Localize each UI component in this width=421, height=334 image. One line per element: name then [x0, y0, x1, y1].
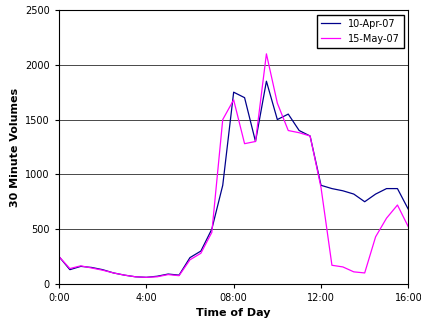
15-May-07	[384, 216, 389, 220]
Legend: 10-Apr-07, 15-May-07: 10-Apr-07, 15-May-07	[317, 15, 403, 47]
10-Apr-07	[395, 187, 400, 191]
10-Apr-07	[111, 271, 116, 275]
10-Apr-07	[406, 207, 411, 211]
X-axis label: Time of Day: Time of Day	[197, 309, 271, 319]
10-Apr-07	[89, 266, 94, 270]
15-May-07	[329, 263, 334, 267]
15-May-07	[417, 205, 421, 209]
15-May-07	[100, 268, 105, 272]
15-May-07	[187, 258, 192, 262]
10-Apr-07	[417, 191, 421, 195]
15-May-07	[155, 275, 160, 279]
10-Apr-07	[78, 265, 83, 269]
10-Apr-07	[165, 272, 171, 276]
15-May-07	[220, 118, 225, 122]
10-Apr-07	[329, 187, 334, 191]
Y-axis label: 30 Minute Volumes: 30 Minute Volumes	[10, 88, 20, 206]
10-Apr-07	[242, 96, 247, 100]
15-May-07	[297, 131, 302, 135]
15-May-07	[264, 52, 269, 56]
15-May-07	[89, 266, 94, 270]
15-May-07	[165, 273, 171, 277]
10-Apr-07	[297, 129, 302, 133]
10-Apr-07	[56, 255, 61, 259]
15-May-07	[275, 101, 280, 105]
10-Apr-07	[275, 118, 280, 122]
15-May-07	[122, 273, 127, 277]
15-May-07	[362, 271, 367, 275]
10-Apr-07	[318, 183, 323, 187]
10-Apr-07	[155, 274, 160, 278]
15-May-07	[176, 274, 181, 278]
Line: 15-May-07: 15-May-07	[59, 54, 421, 277]
10-Apr-07	[209, 227, 214, 231]
10-Apr-07	[67, 268, 72, 272]
10-Apr-07	[362, 200, 367, 204]
10-Apr-07	[220, 183, 225, 187]
10-Apr-07	[187, 256, 192, 260]
15-May-07	[198, 251, 203, 255]
10-Apr-07	[351, 192, 356, 196]
10-Apr-07	[133, 275, 138, 279]
10-Apr-07	[286, 112, 291, 116]
15-May-07	[209, 230, 214, 234]
10-Apr-07	[253, 140, 258, 144]
15-May-07	[242, 142, 247, 146]
10-Apr-07	[264, 79, 269, 83]
10-Apr-07	[384, 187, 389, 191]
10-Apr-07	[176, 273, 181, 277]
10-Apr-07	[198, 249, 203, 253]
15-May-07	[351, 270, 356, 274]
15-May-07	[308, 134, 313, 138]
10-Apr-07	[100, 268, 105, 272]
Line: 10-Apr-07: 10-Apr-07	[59, 81, 421, 277]
10-Apr-07	[122, 273, 127, 277]
15-May-07	[253, 140, 258, 144]
15-May-07	[340, 265, 345, 269]
15-May-07	[395, 203, 400, 207]
15-May-07	[111, 271, 116, 275]
10-Apr-07	[373, 192, 378, 196]
15-May-07	[406, 225, 411, 229]
15-May-07	[286, 129, 291, 133]
10-Apr-07	[231, 90, 236, 94]
15-May-07	[78, 264, 83, 268]
10-Apr-07	[144, 275, 149, 279]
15-May-07	[144, 275, 149, 279]
15-May-07	[133, 275, 138, 279]
15-May-07	[67, 267, 72, 271]
15-May-07	[318, 185, 323, 189]
15-May-07	[56, 255, 61, 259]
15-May-07	[231, 98, 236, 102]
10-Apr-07	[340, 189, 345, 193]
15-May-07	[373, 235, 378, 239]
10-Apr-07	[308, 134, 313, 138]
